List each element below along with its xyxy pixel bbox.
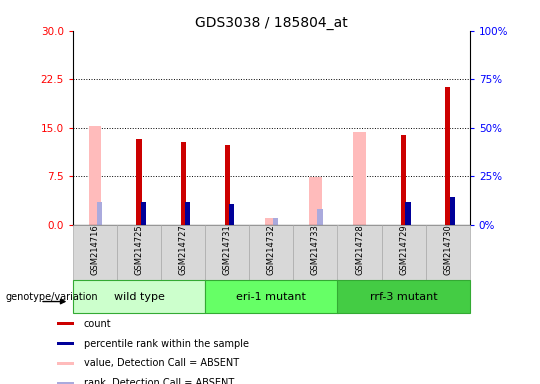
Bar xyxy=(338,225,382,280)
Text: GSM214729: GSM214729 xyxy=(399,224,408,275)
Bar xyxy=(317,209,322,225)
Bar xyxy=(161,225,205,280)
Bar xyxy=(382,225,426,280)
Bar xyxy=(141,202,146,225)
Bar xyxy=(117,225,161,280)
Text: GSM214716: GSM214716 xyxy=(91,224,99,275)
Bar xyxy=(205,280,338,313)
Bar xyxy=(57,382,74,384)
Text: GSM214731: GSM214731 xyxy=(223,224,232,275)
Text: GSM214728: GSM214728 xyxy=(355,224,364,275)
Bar xyxy=(406,202,411,225)
Bar xyxy=(180,142,186,225)
Bar xyxy=(205,225,249,280)
Bar xyxy=(353,132,366,225)
Bar xyxy=(249,225,293,280)
Text: count: count xyxy=(84,319,111,329)
Text: value, Detection Call = ABSENT: value, Detection Call = ABSENT xyxy=(84,359,239,369)
Text: GSM214732: GSM214732 xyxy=(267,224,276,275)
Bar xyxy=(97,202,102,225)
Text: percentile rank within the sample: percentile rank within the sample xyxy=(84,339,248,349)
Bar xyxy=(73,225,117,280)
Bar xyxy=(426,225,470,280)
Bar xyxy=(225,145,230,225)
Bar xyxy=(57,362,74,365)
Text: wild type: wild type xyxy=(113,291,165,302)
Bar xyxy=(445,87,450,225)
Bar xyxy=(229,204,234,225)
Bar xyxy=(73,280,205,313)
Text: eri-1 mutant: eri-1 mutant xyxy=(237,291,306,302)
Bar xyxy=(185,202,190,225)
Text: GSM214725: GSM214725 xyxy=(134,224,144,275)
Bar xyxy=(293,225,338,280)
Bar xyxy=(449,197,455,225)
Text: rank, Detection Call = ABSENT: rank, Detection Call = ABSENT xyxy=(84,378,234,384)
Text: rrf-3 mutant: rrf-3 mutant xyxy=(370,291,437,302)
Bar xyxy=(265,218,278,225)
Title: GDS3038 / 185804_at: GDS3038 / 185804_at xyxy=(195,16,348,30)
Bar xyxy=(401,136,406,225)
Text: GSM214730: GSM214730 xyxy=(443,224,452,275)
Bar xyxy=(89,126,101,225)
Text: genotype/variation: genotype/variation xyxy=(5,291,98,302)
Text: GSM214733: GSM214733 xyxy=(311,224,320,275)
Bar xyxy=(273,218,279,225)
Text: GSM214727: GSM214727 xyxy=(179,224,188,275)
Bar xyxy=(309,177,322,225)
Bar xyxy=(57,342,74,345)
Bar xyxy=(137,139,141,225)
Bar xyxy=(338,280,470,313)
Bar xyxy=(57,322,74,325)
